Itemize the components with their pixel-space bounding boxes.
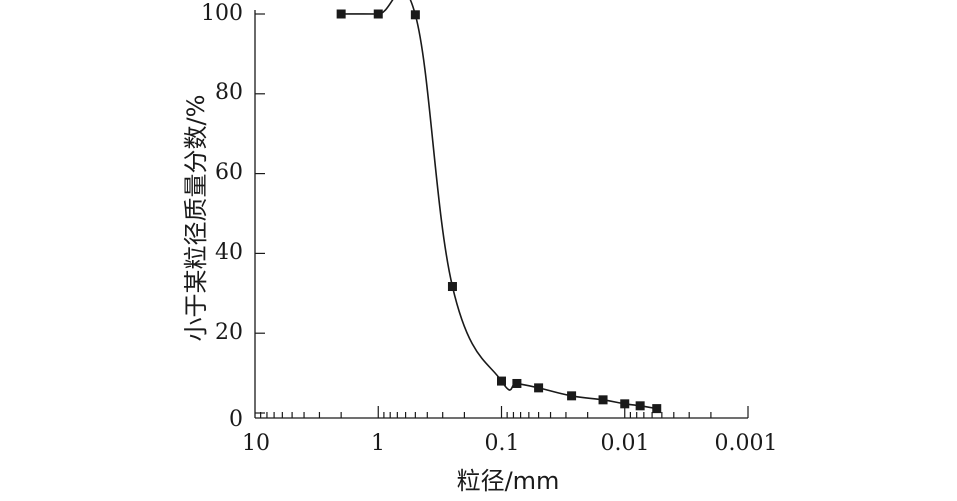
- x-axis-title: 粒径/mm: [457, 467, 560, 495]
- series-curve: [341, 0, 657, 410]
- x-ticks: [260, 406, 749, 418]
- y-ticks: [255, 13, 265, 414]
- y-tick-label-100: 100: [201, 1, 243, 26]
- plot-area: [254, 0, 749, 419]
- data-markers: [336, 9, 662, 414]
- x-tick-label-1: 1: [371, 431, 385, 456]
- data-point-3: [447, 282, 457, 292]
- y-axis-title: 小于某粒径质量分数/%: [182, 95, 210, 342]
- x-tick-label-0.01: 0.01: [601, 431, 650, 456]
- data-point-6: [534, 383, 544, 393]
- data-point-11: [652, 404, 662, 414]
- y-tick-label-40: 40: [215, 240, 243, 265]
- data-point-2: [410, 10, 420, 20]
- x-tick-label-0.1: 0.1: [485, 431, 520, 456]
- data-point-1: [373, 9, 383, 19]
- y-tick-label-80: 80: [215, 80, 243, 105]
- y-tick-label-20: 20: [215, 320, 243, 345]
- y-tick-label-60: 60: [215, 160, 243, 185]
- data-point-9: [620, 399, 630, 409]
- x-tick-label-10: 10: [242, 431, 270, 456]
- x-tick-label-0.001: 0.001: [715, 431, 778, 456]
- data-point-8: [598, 395, 608, 405]
- data-point-0: [336, 9, 346, 19]
- data-point-4: [497, 376, 506, 386]
- data-point-7: [567, 391, 577, 401]
- data-point-5: [512, 378, 522, 388]
- y-tick-label-0: 0: [229, 407, 243, 432]
- data-point-10: [635, 401, 645, 411]
